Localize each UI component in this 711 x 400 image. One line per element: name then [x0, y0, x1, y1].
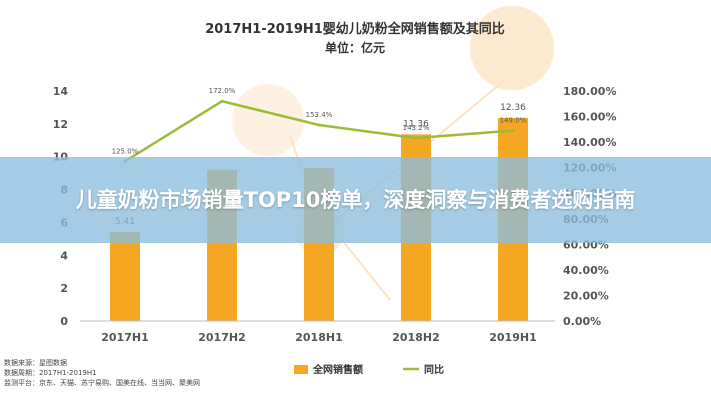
x-tick-label: 2018H1: [295, 331, 342, 344]
deco-circle: [470, 6, 554, 90]
chart-title: 2017H1-2019H1婴幼儿奶粉全网销售额及其同比: [205, 21, 505, 37]
left-tick-label: 0: [60, 315, 68, 328]
right-tick-label: 180.00%: [563, 85, 616, 98]
deco-circle: [232, 84, 304, 156]
line-data-label: 172.0%: [209, 87, 236, 95]
line-data-label: 153.4%: [306, 111, 333, 119]
right-tick-label: 0.00%: [563, 315, 601, 328]
bar-data-label: 11.36: [403, 119, 429, 129]
line-data-label: 149.0%: [500, 117, 527, 125]
legend-swatch-bar: [294, 365, 308, 374]
x-tick-label: 2017H1: [101, 331, 148, 344]
source-line: 数据来源：星图数据: [4, 359, 67, 367]
right-tick-label: 160.00%: [563, 111, 616, 124]
line-point: [317, 123, 321, 127]
x-tick-label: 2018H2: [392, 331, 439, 344]
x-tick-label: 2019H1: [489, 331, 536, 344]
right-tick-label: 40.00%: [563, 264, 609, 277]
chart-subtitle: 单位：亿元: [325, 40, 385, 55]
source-line: 数据周期：2017H1-2019H1: [4, 369, 97, 377]
headline: 儿童奶粉市场销量TOP10榜单，深度洞察与消费者选购指南: [75, 188, 636, 212]
source-line: 监测平台：京东、天猫、苏宁易购、国美在线、当当网、聚美网: [4, 379, 200, 387]
line-point: [414, 136, 418, 140]
legend-label: 全网销售额: [312, 363, 363, 376]
line-series: 125.0% 172.0% 153.4% 143.2% 149.0%: [112, 87, 527, 163]
legend-label: 同比: [424, 363, 444, 376]
right-tick-label: 20.00%: [563, 289, 609, 302]
x-tick-label: 2017H2: [198, 331, 245, 344]
left-tick-label: 14: [53, 85, 69, 98]
source-notes: 数据来源：星图数据 数据周期：2017H1-2019H1 监测平台：京东、天猫、…: [4, 358, 200, 388]
x-axis: 2017H1 2017H2 2018H1 2018H2 2019H1: [80, 320, 555, 344]
headline-banner: 儿童奶粉市场销量TOP10榜单，深度洞察与消费者选购指南: [0, 157, 711, 243]
line-data-label: 143.2%: [403, 124, 430, 132]
left-tick-label: 2: [60, 282, 68, 295]
line-data-label: 125.0%: [112, 147, 139, 155]
bar: [110, 232, 140, 321]
legend: 全网销售额 同比: [294, 363, 444, 376]
left-tick-label: 4: [60, 249, 68, 262]
line-point: [220, 99, 224, 103]
right-tick-label: 140.00%: [563, 136, 616, 149]
bar-data-label: 12.36: [500, 103, 526, 113]
left-tick-label: 12: [53, 118, 68, 131]
line-point: [511, 129, 515, 133]
